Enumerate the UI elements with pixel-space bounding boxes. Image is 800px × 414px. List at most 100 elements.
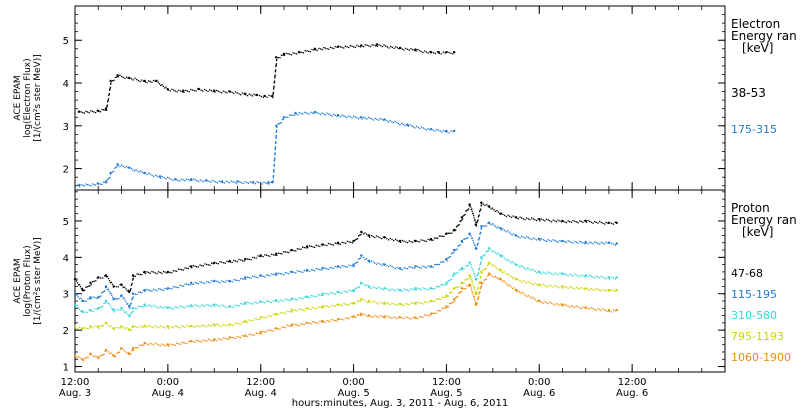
- data-trace-dot: [497, 211, 499, 213]
- data-trace-dot: [552, 286, 554, 288]
- data-trace-dot: [80, 111, 82, 113]
- data-trace-dot: [341, 305, 343, 307]
- data-trace-dot: [597, 308, 599, 310]
- data-trace-dot: [164, 287, 166, 290]
- data-trace-dot: [610, 289, 613, 291]
- data-trace-dot: [594, 308, 596, 311]
- data-trace-dot: [154, 342, 156, 344]
- data-trace-dot: [283, 326, 285, 328]
- data-trace-dot: [274, 70, 277, 72]
- data-trace-dot: [114, 167, 116, 169]
- data-trace-dot: [188, 90, 190, 93]
- data-trace-dot: [275, 65, 277, 68]
- data-trace-dot: [512, 215, 514, 217]
- data-trace-dot: [247, 182, 250, 184]
- legend-entry: 47-68: [731, 267, 763, 280]
- data-trace-dot: [148, 304, 150, 306]
- data-trace-dot: [204, 340, 206, 342]
- data-trace-dot: [104, 109, 106, 111]
- data-trace-dot: [393, 316, 395, 318]
- data-point: [73, 292, 77, 295]
- data-trace-dot: [429, 50, 431, 53]
- data-trace-dot: [393, 289, 395, 291]
- data-trace-dot: [157, 288, 160, 290]
- y-tick-label: 3: [63, 290, 69, 301]
- data-trace-dot: [269, 275, 271, 277]
- data-trace-dot: [216, 340, 218, 342]
- data-trace-dot: [132, 79, 134, 81]
- data-trace-dot: [107, 178, 109, 180]
- data-trace-dot: [158, 83, 161, 85]
- data-trace-dot: [172, 327, 175, 329]
- data-trace-dot: [84, 327, 86, 329]
- data-trace-dot: [379, 263, 381, 265]
- data-trace-dot: [125, 76, 128, 78]
- data-trace-dot: [177, 326, 180, 328]
- data-trace-dot: [240, 259, 242, 261]
- data-point: [112, 285, 115, 288]
- data-trace-dot: [310, 245, 312, 247]
- data-trace-dot: [87, 356, 89, 358]
- data-trace-dot: [321, 112, 323, 114]
- data-trace-dot: [562, 305, 564, 307]
- data-trace-dot: [174, 306, 176, 308]
- data-trace-dot: [412, 302, 414, 304]
- data-trace-dot: [275, 135, 277, 138]
- data-trace-dot: [226, 307, 228, 309]
- data-trace-dot: [534, 219, 536, 221]
- data-trace-dot: [130, 288, 132, 290]
- data-trace-dot: [420, 50, 422, 53]
- data-trace-dot: [184, 342, 186, 344]
- data-trace-dot: [109, 326, 111, 328]
- data-trace-dot: [394, 303, 397, 306]
- data-trace-dot: [172, 179, 174, 181]
- data-trace-dot: [437, 237, 439, 239]
- data-trace-dot: [388, 289, 390, 291]
- data-trace-dot: [283, 274, 285, 276]
- data-trace-dot: [476, 244, 478, 246]
- data-trace-dot: [389, 303, 391, 306]
- data-trace-dot: [441, 131, 443, 133]
- data-point: [244, 319, 247, 323]
- data-trace-dot: [253, 301, 256, 303]
- data-trace-dot: [422, 303, 424, 305]
- data-trace-dot: [187, 325, 190, 327]
- data-trace-dot: [109, 292, 111, 295]
- data-trace-dot: [169, 343, 171, 345]
- data-trace-dot: [444, 284, 447, 286]
- data-point: [244, 92, 247, 95]
- data-trace-dot: [564, 241, 566, 243]
- data-point: [220, 180, 224, 183]
- data-trace-dot: [467, 209, 469, 211]
- data-trace-dot: [434, 263, 436, 266]
- data-trace-dot: [467, 208, 470, 210]
- data-trace-dot: [202, 282, 204, 284]
- data-trace-dot: [300, 271, 302, 273]
- data-trace-dot: [253, 276, 256, 278]
- data-trace-dot: [478, 283, 480, 285]
- data-trace-dot: [473, 244, 476, 246]
- data-trace-dot: [440, 53, 442, 55]
- data-trace-dot: [490, 249, 492, 251]
- data-trace-dot: [252, 303, 254, 305]
- data-point: [607, 276, 611, 279]
- data-trace-dot: [353, 46, 355, 48]
- data-trace-dot: [403, 240, 405, 242]
- data-trace-dot: [99, 355, 101, 357]
- data-trace-dot: [113, 79, 115, 81]
- data-trace-dot: [450, 52, 452, 54]
- data-trace-dot: [157, 307, 160, 309]
- data-trace-dot: [564, 285, 566, 288]
- data-trace-dot: [111, 294, 113, 296]
- data-trace-dot: [315, 296, 317, 298]
- data-trace-dot: [557, 303, 559, 306]
- data-trace-dot: [366, 284, 368, 286]
- data-trace-dot: [334, 305, 336, 308]
- data-trace-dot: [223, 182, 225, 184]
- data-trace-dot: [513, 276, 515, 279]
- data-trace-dot: [348, 241, 350, 243]
- data-trace-dot: [343, 290, 345, 292]
- data-trace-dot: [478, 238, 480, 240]
- data-trace-dot: [80, 327, 83, 330]
